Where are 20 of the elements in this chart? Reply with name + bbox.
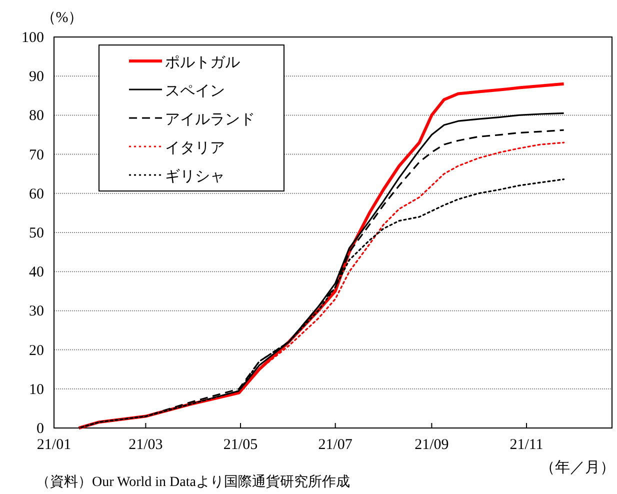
x-tick-label: 21/09 bbox=[414, 437, 449, 453]
x-tick-label: 21/01 bbox=[36, 437, 72, 453]
y-tick-label: 70 bbox=[29, 147, 44, 164]
ylabel: （%） bbox=[40, 10, 84, 26]
y-tick-label: 60 bbox=[29, 186, 44, 202]
y-tick-label: 90 bbox=[29, 69, 44, 86]
y-tick-label: 80 bbox=[29, 108, 44, 124]
y-tick-label: 30 bbox=[29, 304, 44, 320]
y-tick-label: 100 bbox=[22, 30, 44, 46]
y-tick-label: 0 bbox=[36, 421, 44, 437]
x-tick-label: 21/07 bbox=[318, 437, 353, 453]
y-tick-label: 10 bbox=[29, 382, 44, 398]
x-tick-label: 21/11 bbox=[510, 437, 544, 453]
x-tick-label: 21/05 bbox=[223, 437, 258, 453]
x-tick-label: 21/03 bbox=[128, 437, 163, 453]
y-tick-label: 40 bbox=[29, 264, 44, 281]
y-tick-label: 20 bbox=[29, 342, 44, 359]
xlabel: （年／月） bbox=[540, 460, 615, 476]
y-tick-label: 50 bbox=[29, 226, 44, 242]
annotation: （資料）Our World in Dataより国際通貨研究所作成 bbox=[36, 475, 350, 490]
